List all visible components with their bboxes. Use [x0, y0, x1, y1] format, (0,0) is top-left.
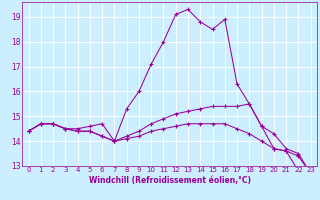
X-axis label: Windchill (Refroidissement éolien,°C): Windchill (Refroidissement éolien,°C)	[89, 176, 251, 185]
